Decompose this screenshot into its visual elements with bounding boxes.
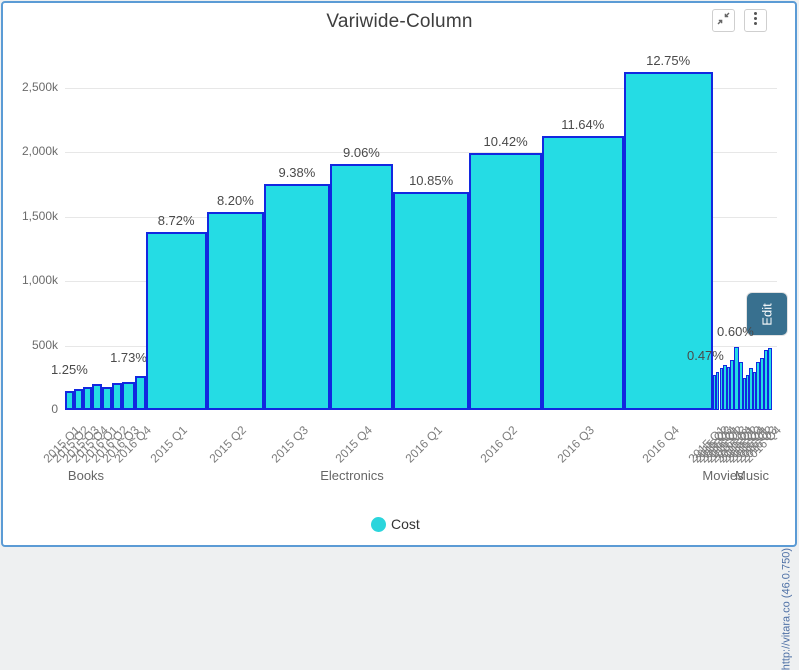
data-label: 9.06% bbox=[343, 144, 380, 160]
data-label: 0.60% bbox=[717, 323, 754, 339]
chart-title: Variwide-Column bbox=[326, 11, 473, 32]
column-movies-2016-q1[interactable] bbox=[726, 366, 731, 410]
column-movies-2015-q3[interactable] bbox=[719, 368, 724, 410]
x-tick-label: 2015 Q3 bbox=[268, 423, 311, 466]
legend-label: Cost bbox=[391, 516, 420, 532]
column-movies-2016-q3[interactable] bbox=[734, 346, 739, 410]
y-axis-label: 1,000k bbox=[21, 273, 58, 288]
x-tick-label: 2016 Q2 bbox=[477, 423, 520, 466]
category-label: Books bbox=[67, 468, 105, 483]
column-music-2016-q1[interactable] bbox=[755, 361, 760, 410]
data-label: 1.25% bbox=[50, 361, 88, 377]
column-movies-2015-q2[interactable] bbox=[716, 371, 720, 410]
category-label: Music bbox=[735, 468, 769, 483]
vendor-watermark-link[interactable]: http://vitara.co (46.0.750) bbox=[780, 548, 792, 670]
collapse-arrows-icon bbox=[713, 8, 734, 34]
column-music-2015-q4[interactable] bbox=[752, 371, 756, 410]
column-music-2016-q4[interactable] bbox=[768, 348, 773, 410]
column-electronics-2016-q2[interactable] bbox=[469, 152, 543, 410]
x-tick-label: 2015 Q1 bbox=[147, 423, 191, 466]
column-electronics-2016-q4[interactable] bbox=[623, 72, 713, 410]
data-label: 10.85% bbox=[409, 173, 454, 189]
data-label: 1.73% bbox=[110, 350, 147, 366]
legend-marker bbox=[371, 516, 386, 532]
column-electronics-2016-q3[interactable] bbox=[542, 135, 624, 410]
column-books-2016-q3[interactable] bbox=[122, 382, 135, 410]
column-electronics-2015-q1[interactable] bbox=[145, 232, 207, 410]
column-electronics-2016-q1[interactable] bbox=[393, 192, 470, 410]
column-music-2016-q3[interactable] bbox=[763, 350, 768, 410]
column-movies-2016-q4[interactable] bbox=[738, 361, 743, 410]
x-tick-label: 2016 Q3 bbox=[554, 423, 597, 466]
collapse-button[interactable] bbox=[712, 9, 735, 32]
y-axis-label: 2,500k bbox=[21, 80, 58, 94]
data-label: 0.47% bbox=[686, 348, 724, 364]
category-label: Movies bbox=[702, 468, 744, 483]
column-movies-2015-q4[interactable] bbox=[723, 365, 727, 410]
column-books-2015-q3[interactable] bbox=[82, 387, 93, 410]
menu-button[interactable] bbox=[744, 9, 767, 32]
column-movies-2015-q1[interactable] bbox=[712, 375, 717, 410]
category-label: Electronics bbox=[320, 468, 384, 483]
edit-button[interactable]: Edit bbox=[747, 293, 787, 335]
x-tick-label: 2015 Q4 bbox=[332, 423, 376, 466]
data-label: 11.64% bbox=[561, 116, 605, 132]
column-books-2016-q2[interactable] bbox=[111, 383, 123, 410]
edit-button-label: Edit bbox=[759, 302, 775, 326]
y-axis-label: 0 bbox=[51, 402, 58, 416]
data-label: 12.75% bbox=[646, 53, 691, 69]
data-label: 10.42% bbox=[483, 133, 528, 149]
column-electronics-2015-q3[interactable] bbox=[264, 183, 330, 410]
data-label: 9.38% bbox=[278, 164, 316, 180]
x-tick-label: 2015 Q2 bbox=[206, 423, 250, 466]
x-tick-label: 2016 Q4 bbox=[639, 423, 683, 466]
chart-stage: Variwide-Column Edit Cost http://vitara.… bbox=[21, 9, 792, 670]
legend-item-cost[interactable]: Cost bbox=[371, 516, 420, 532]
column-music-2015-q3[interactable] bbox=[748, 368, 753, 410]
kebab-menu-icon bbox=[745, 8, 766, 34]
y-axis-label: 1,500k bbox=[21, 208, 58, 223]
column-music-2015-q1[interactable] bbox=[742, 378, 746, 410]
data-label: 8.72% bbox=[157, 213, 195, 229]
column-books-2015-q4[interactable] bbox=[92, 384, 102, 410]
x-tick-label: 2016 Q1 bbox=[402, 423, 446, 466]
column-movies-2016-q2[interactable] bbox=[730, 360, 735, 410]
column-electronics-2015-q2[interactable] bbox=[206, 212, 265, 410]
column-music-2015-q2[interactable] bbox=[745, 375, 749, 410]
y-axis-label: 2,000k bbox=[21, 144, 58, 159]
column-books-2016-q1[interactable] bbox=[101, 386, 112, 410]
column-books-2016-q4[interactable] bbox=[134, 375, 146, 410]
column-books-2015-q1[interactable] bbox=[65, 390, 74, 410]
column-music-2016-q2[interactable] bbox=[759, 358, 764, 410]
data-label: 8.20% bbox=[216, 193, 254, 209]
y-axis-label: 500k bbox=[31, 337, 58, 352]
column-books-2015-q2[interactable] bbox=[73, 389, 83, 410]
y-gridline bbox=[65, 88, 777, 89]
column-electronics-2015-q4[interactable] bbox=[329, 163, 394, 410]
y-gridline bbox=[65, 152, 777, 154]
